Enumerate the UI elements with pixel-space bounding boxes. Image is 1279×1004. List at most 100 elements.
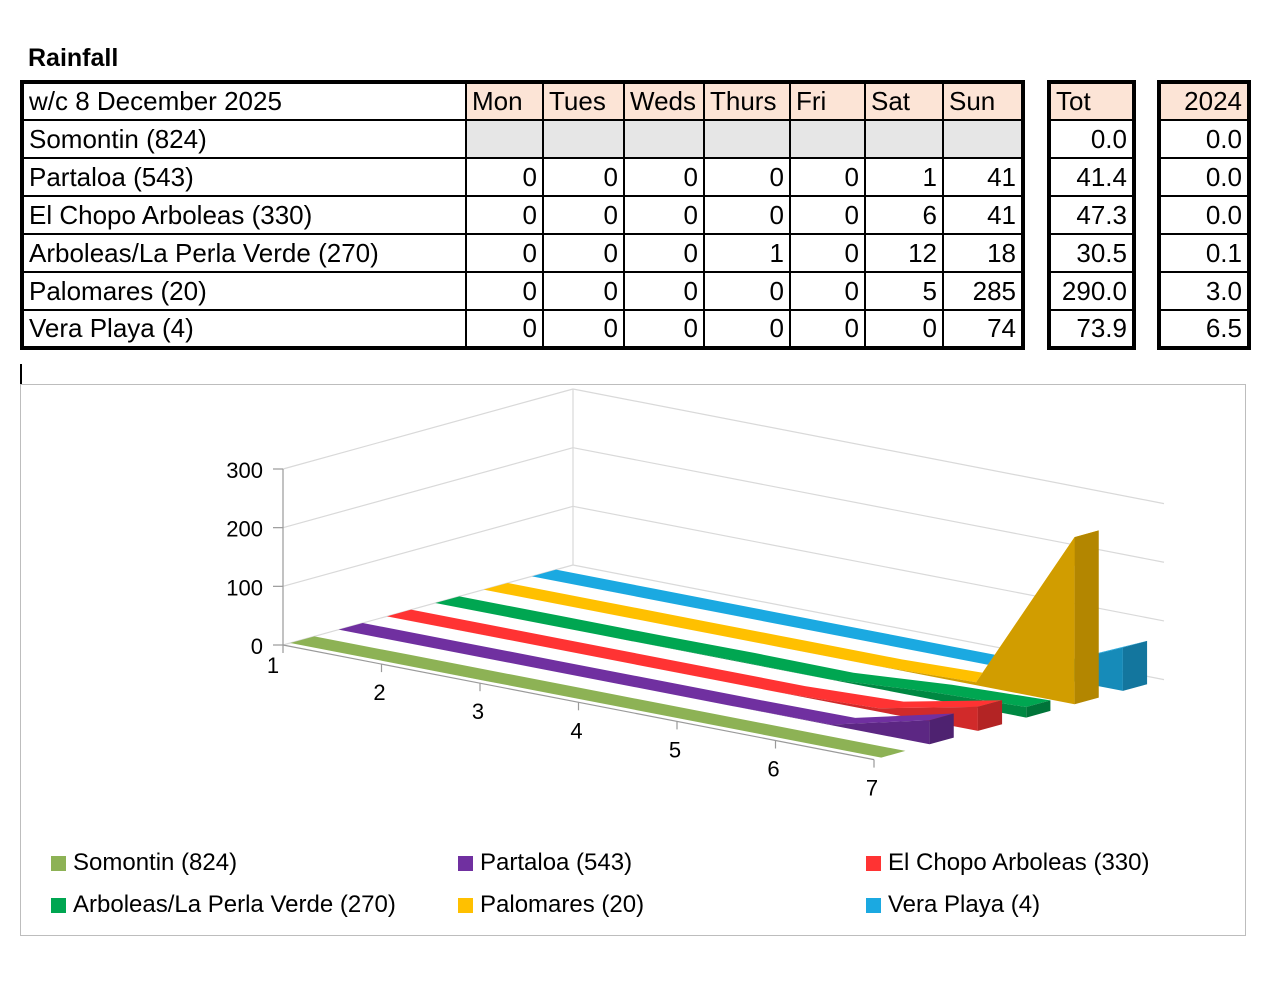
rain-value: 18 — [942, 233, 1024, 273]
gridline-side — [282, 388, 574, 470]
x-tick-label: 3 — [472, 699, 484, 724]
rain-value: 0 — [703, 271, 791, 311]
y-tick-label: 0 — [251, 634, 263, 659]
previous-row: 6.5 — [1158, 309, 1250, 349]
rain-value: 1 — [864, 157, 944, 197]
total-value: 290.0 — [1048, 271, 1135, 311]
ribbon-end — [977, 700, 1003, 731]
rain-value: 1 — [703, 233, 791, 273]
table-row: Somontin (824) — [21, 119, 1024, 159]
gridline — [572, 388, 1165, 505]
rainfall-table: w/c 8 December 2025 Mon Tues Weds Thurs Fri Sa… — [20, 80, 1025, 350]
series-ribbon — [435, 596, 1051, 718]
ribbon-end — [1026, 700, 1051, 718]
rain-value: 0 — [703, 195, 791, 235]
legend-swatch — [866, 855, 881, 871]
legend-item: Somontin (824) — [51, 849, 237, 877]
rain-value — [542, 119, 625, 159]
rain-value: 0 — [703, 157, 791, 197]
previous-value: 0.0 — [1158, 119, 1250, 159]
x-tick-label: 5 — [669, 737, 681, 762]
rain-value: 0 — [542, 271, 625, 311]
x-tick-label: 1 — [267, 653, 279, 678]
ribbon-top — [338, 623, 954, 725]
day-header: Thurs — [703, 81, 791, 121]
rain-value: 285 — [942, 271, 1024, 311]
chart-canvas: 0 100 200 300 1 2 3 4 5 6 7 — [226, 388, 1165, 801]
y-tick-label: 300 — [226, 458, 263, 483]
gridline-side — [282, 505, 574, 587]
ribbon-front — [386, 616, 978, 731]
previous-header-row: 2024 — [1158, 81, 1250, 121]
ribbon-end — [1074, 530, 1099, 705]
series-ribbon — [386, 609, 1003, 731]
legend-item: Vera Playa (4) — [866, 891, 1040, 919]
table-row: El Chopo Arboleas (330) 0 0 0 0 0 6 41 — [21, 195, 1024, 235]
gridline — [572, 447, 1165, 563]
total-header: Tot — [1048, 81, 1135, 121]
station-name: Partaloa (543) — [21, 157, 467, 197]
rain-value: 0 — [623, 309, 705, 349]
previous-row: 0.1 — [1158, 233, 1250, 273]
table-header-row: w/c 8 December 2025 Mon Tues Weds Thurs Fri Sa… — [21, 81, 1024, 121]
rain-value: 0 — [542, 195, 625, 235]
rain-value: 0 — [542, 233, 625, 273]
rain-value — [864, 119, 944, 159]
rain-value: 0 — [789, 233, 866, 273]
rain-value: 41 — [942, 195, 1024, 235]
x-tick-label: 2 — [373, 680, 385, 705]
total-value: 47.3 — [1048, 195, 1135, 235]
rain-value: 0 — [623, 195, 705, 235]
day-header: Sun — [942, 81, 1024, 121]
previous-year-header: 2024 — [1158, 81, 1250, 121]
day-header: Sat — [864, 81, 944, 121]
rain-value — [789, 119, 866, 159]
day-header: Tues — [542, 81, 625, 121]
ribbon-end — [929, 713, 954, 745]
ribbon-front — [290, 643, 882, 758]
total-value: 30.5 — [1048, 233, 1135, 273]
legend-label: Vera Playa (4) — [888, 891, 1041, 918]
rain-value — [623, 119, 705, 159]
ribbon-top — [386, 609, 1003, 709]
ribbon-top — [290, 636, 906, 758]
rain-value: 0 — [465, 195, 544, 235]
x-tick-label: 4 — [570, 718, 582, 743]
total-row: 0.0 — [1048, 119, 1135, 159]
rain-value: 0 — [465, 157, 544, 197]
rain-value — [942, 119, 1024, 159]
legend-swatch — [51, 897, 66, 913]
rain-value: 74 — [942, 309, 1024, 349]
ribbon-front — [435, 603, 1027, 718]
ribbon-front — [531, 576, 1123, 691]
total-row: 30.5 — [1048, 233, 1135, 273]
rain-value: 0 — [703, 309, 791, 349]
x-tick-label: 7 — [866, 776, 878, 801]
rain-value: 0 — [623, 157, 705, 197]
rain-value: 41 — [942, 157, 1024, 197]
table-row: Palomares (20) 0 0 0 0 0 5 285 — [21, 271, 1024, 311]
legend-swatch — [458, 897, 473, 913]
legend-label: Palomares (20) — [480, 891, 645, 918]
total-table: Tot 0.0 41.4 47.3 30.5 290.0 73.9 — [1047, 80, 1136, 350]
legend-item: Arboleas/La Perla Verde (270) — [51, 891, 396, 919]
table-row: Arboleas/La Perla Verde (270) 0 0 0 1 0 12 18 — [21, 233, 1024, 273]
previous-year-table: 2024 0.0 0.0 0.0 0.1 3.0 6.5 — [1157, 80, 1251, 350]
previous-value: 0.1 — [1158, 233, 1250, 273]
gridline-side — [282, 564, 574, 646]
day-header: Weds — [623, 81, 705, 121]
series-ribbon — [531, 569, 1148, 691]
legend-swatch — [51, 855, 66, 871]
gridline-side — [282, 447, 574, 529]
series-ribbon — [290, 636, 906, 758]
previous-row: 0.0 — [1158, 119, 1250, 159]
rain-value: 0 — [864, 309, 944, 349]
legend-item: Palomares (20) — [458, 891, 644, 919]
legend-swatch — [458, 855, 473, 871]
table-row: Vera Playa (4) 0 0 0 0 0 0 74 — [21, 309, 1024, 349]
previous-value: 6.5 — [1158, 309, 1250, 349]
rain-value: 0 — [542, 157, 625, 197]
ribbon-top — [531, 569, 1148, 672]
rain-value: 0 — [465, 233, 544, 273]
rain-value: 5 — [864, 271, 944, 311]
